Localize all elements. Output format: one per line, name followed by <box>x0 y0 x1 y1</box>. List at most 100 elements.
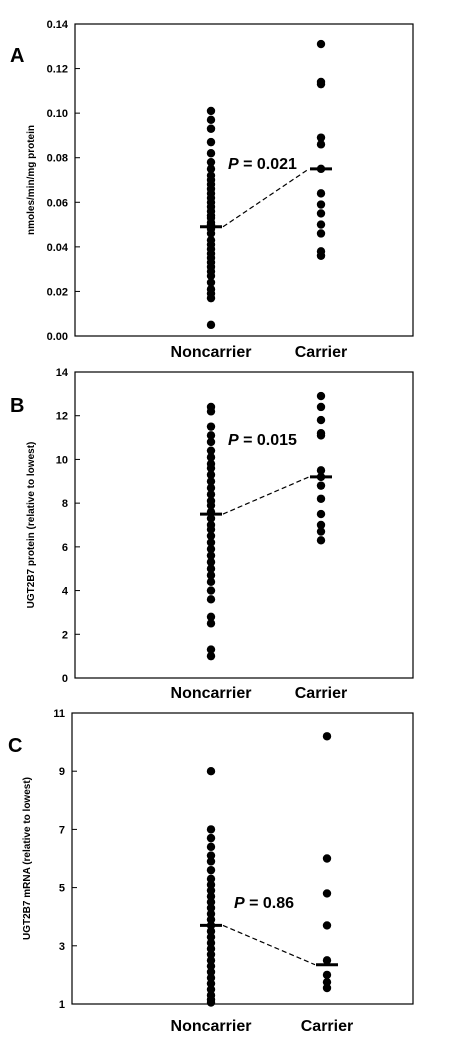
category-label: Noncarrier <box>171 1018 252 1035</box>
data-point <box>206 520 216 530</box>
data-point <box>206 909 216 918</box>
y-tick-label: 0.10 <box>47 108 68 120</box>
data-point <box>206 477 216 486</box>
data-point <box>206 767 216 776</box>
data-point <box>206 531 216 541</box>
y-tick-label: 11 <box>53 708 65 720</box>
p-value: = 0.021 <box>239 156 297 173</box>
data-point <box>206 833 216 843</box>
data-point <box>206 149 216 158</box>
data-point <box>316 220 326 229</box>
data-point <box>206 956 216 965</box>
data-point <box>316 189 326 198</box>
data-point <box>316 200 326 209</box>
data-point <box>206 431 216 440</box>
data-point <box>206 886 216 895</box>
y-tick-label: 9 <box>59 766 65 778</box>
data-point <box>316 39 326 49</box>
data-point <box>322 983 332 993</box>
y-tick-label: 14 <box>56 367 69 379</box>
data-point <box>206 437 216 447</box>
data-point <box>206 557 216 567</box>
data-point <box>206 453 216 462</box>
data-point <box>316 229 326 238</box>
data-point <box>322 977 332 987</box>
plot-frame <box>74 371 414 679</box>
y-axis-label: nmoles/min/mg protein <box>26 125 37 235</box>
data-point <box>206 651 216 661</box>
data-point <box>206 422 216 431</box>
p-symbol: P <box>228 156 239 173</box>
data-point <box>206 320 216 330</box>
data-point <box>206 235 216 245</box>
data-point <box>322 854 332 863</box>
data-point <box>206 973 216 983</box>
data-point <box>206 938 216 948</box>
panel-label: A <box>10 45 24 67</box>
y-axis-label: UGT2B7 mRNA (relative to lowest) <box>22 777 33 940</box>
p-value-label: P = 0.021 <box>228 156 297 173</box>
y-tick-label: 0.00 <box>47 331 68 343</box>
p-value-label: P = 0.86 <box>234 895 294 912</box>
data-point <box>316 391 326 401</box>
data-point <box>206 490 216 499</box>
data-point <box>316 133 326 142</box>
data-point <box>316 140 326 149</box>
plot-frame <box>74 23 414 337</box>
panel-C: C 1 3 5 7 9 11 UGT2B7 mRNA (relative to lowest)… <box>8 708 414 1035</box>
data-point <box>316 402 326 412</box>
category-label: Noncarrier <box>171 344 252 361</box>
panel-B: B 0 2 4 6 8 10 12 14 UGT2B7 protein (relative to … <box>10 367 414 702</box>
category-label: Carrier <box>295 685 347 702</box>
data-point <box>316 77 326 87</box>
y-tick-label: 5 <box>59 883 65 895</box>
data-point <box>206 619 216 628</box>
data-point <box>316 494 326 503</box>
data-point <box>206 915 216 924</box>
median-connector <box>222 476 310 515</box>
data-point <box>206 961 216 971</box>
y-tick-label: 12 <box>56 411 68 423</box>
y-tick-label: 10 <box>56 454 68 466</box>
data-point <box>206 944 216 953</box>
data-point <box>206 459 216 468</box>
data-point <box>206 595 216 604</box>
panel-label: B <box>10 395 24 417</box>
data-point <box>206 278 216 287</box>
data-point <box>316 520 326 530</box>
data-point <box>206 903 216 913</box>
data-point <box>206 865 216 875</box>
data-point <box>206 880 216 889</box>
y-tick-label: 2 <box>62 629 68 641</box>
y-tick-label: 0.12 <box>47 64 68 76</box>
category-label: Carrier <box>295 344 347 361</box>
p-value: = 0.015 <box>239 432 297 449</box>
y-tick-label: 0.02 <box>47 286 68 298</box>
data-point <box>206 932 216 942</box>
data-point <box>316 536 326 545</box>
data-point <box>206 514 216 523</box>
data-point <box>206 564 216 573</box>
p-symbol: P <box>234 895 245 912</box>
data-point <box>206 874 216 884</box>
data-point <box>206 991 216 1000</box>
data-point <box>206 157 216 167</box>
data-point <box>206 979 216 988</box>
data-point <box>206 577 216 587</box>
data-point <box>322 956 332 965</box>
data-point <box>206 551 216 560</box>
data-point <box>322 921 332 930</box>
data-point <box>206 115 216 125</box>
data-point <box>206 950 216 959</box>
data-point <box>322 732 332 741</box>
data-point <box>322 889 332 898</box>
data-point <box>206 285 216 294</box>
data-point <box>206 544 216 554</box>
p-symbol: P <box>228 432 239 449</box>
data-point <box>206 164 216 174</box>
y-tick-label: 0 <box>62 673 68 685</box>
y-tick-label: 4 <box>62 586 69 598</box>
data-point <box>206 586 216 595</box>
data-point <box>316 509 326 519</box>
